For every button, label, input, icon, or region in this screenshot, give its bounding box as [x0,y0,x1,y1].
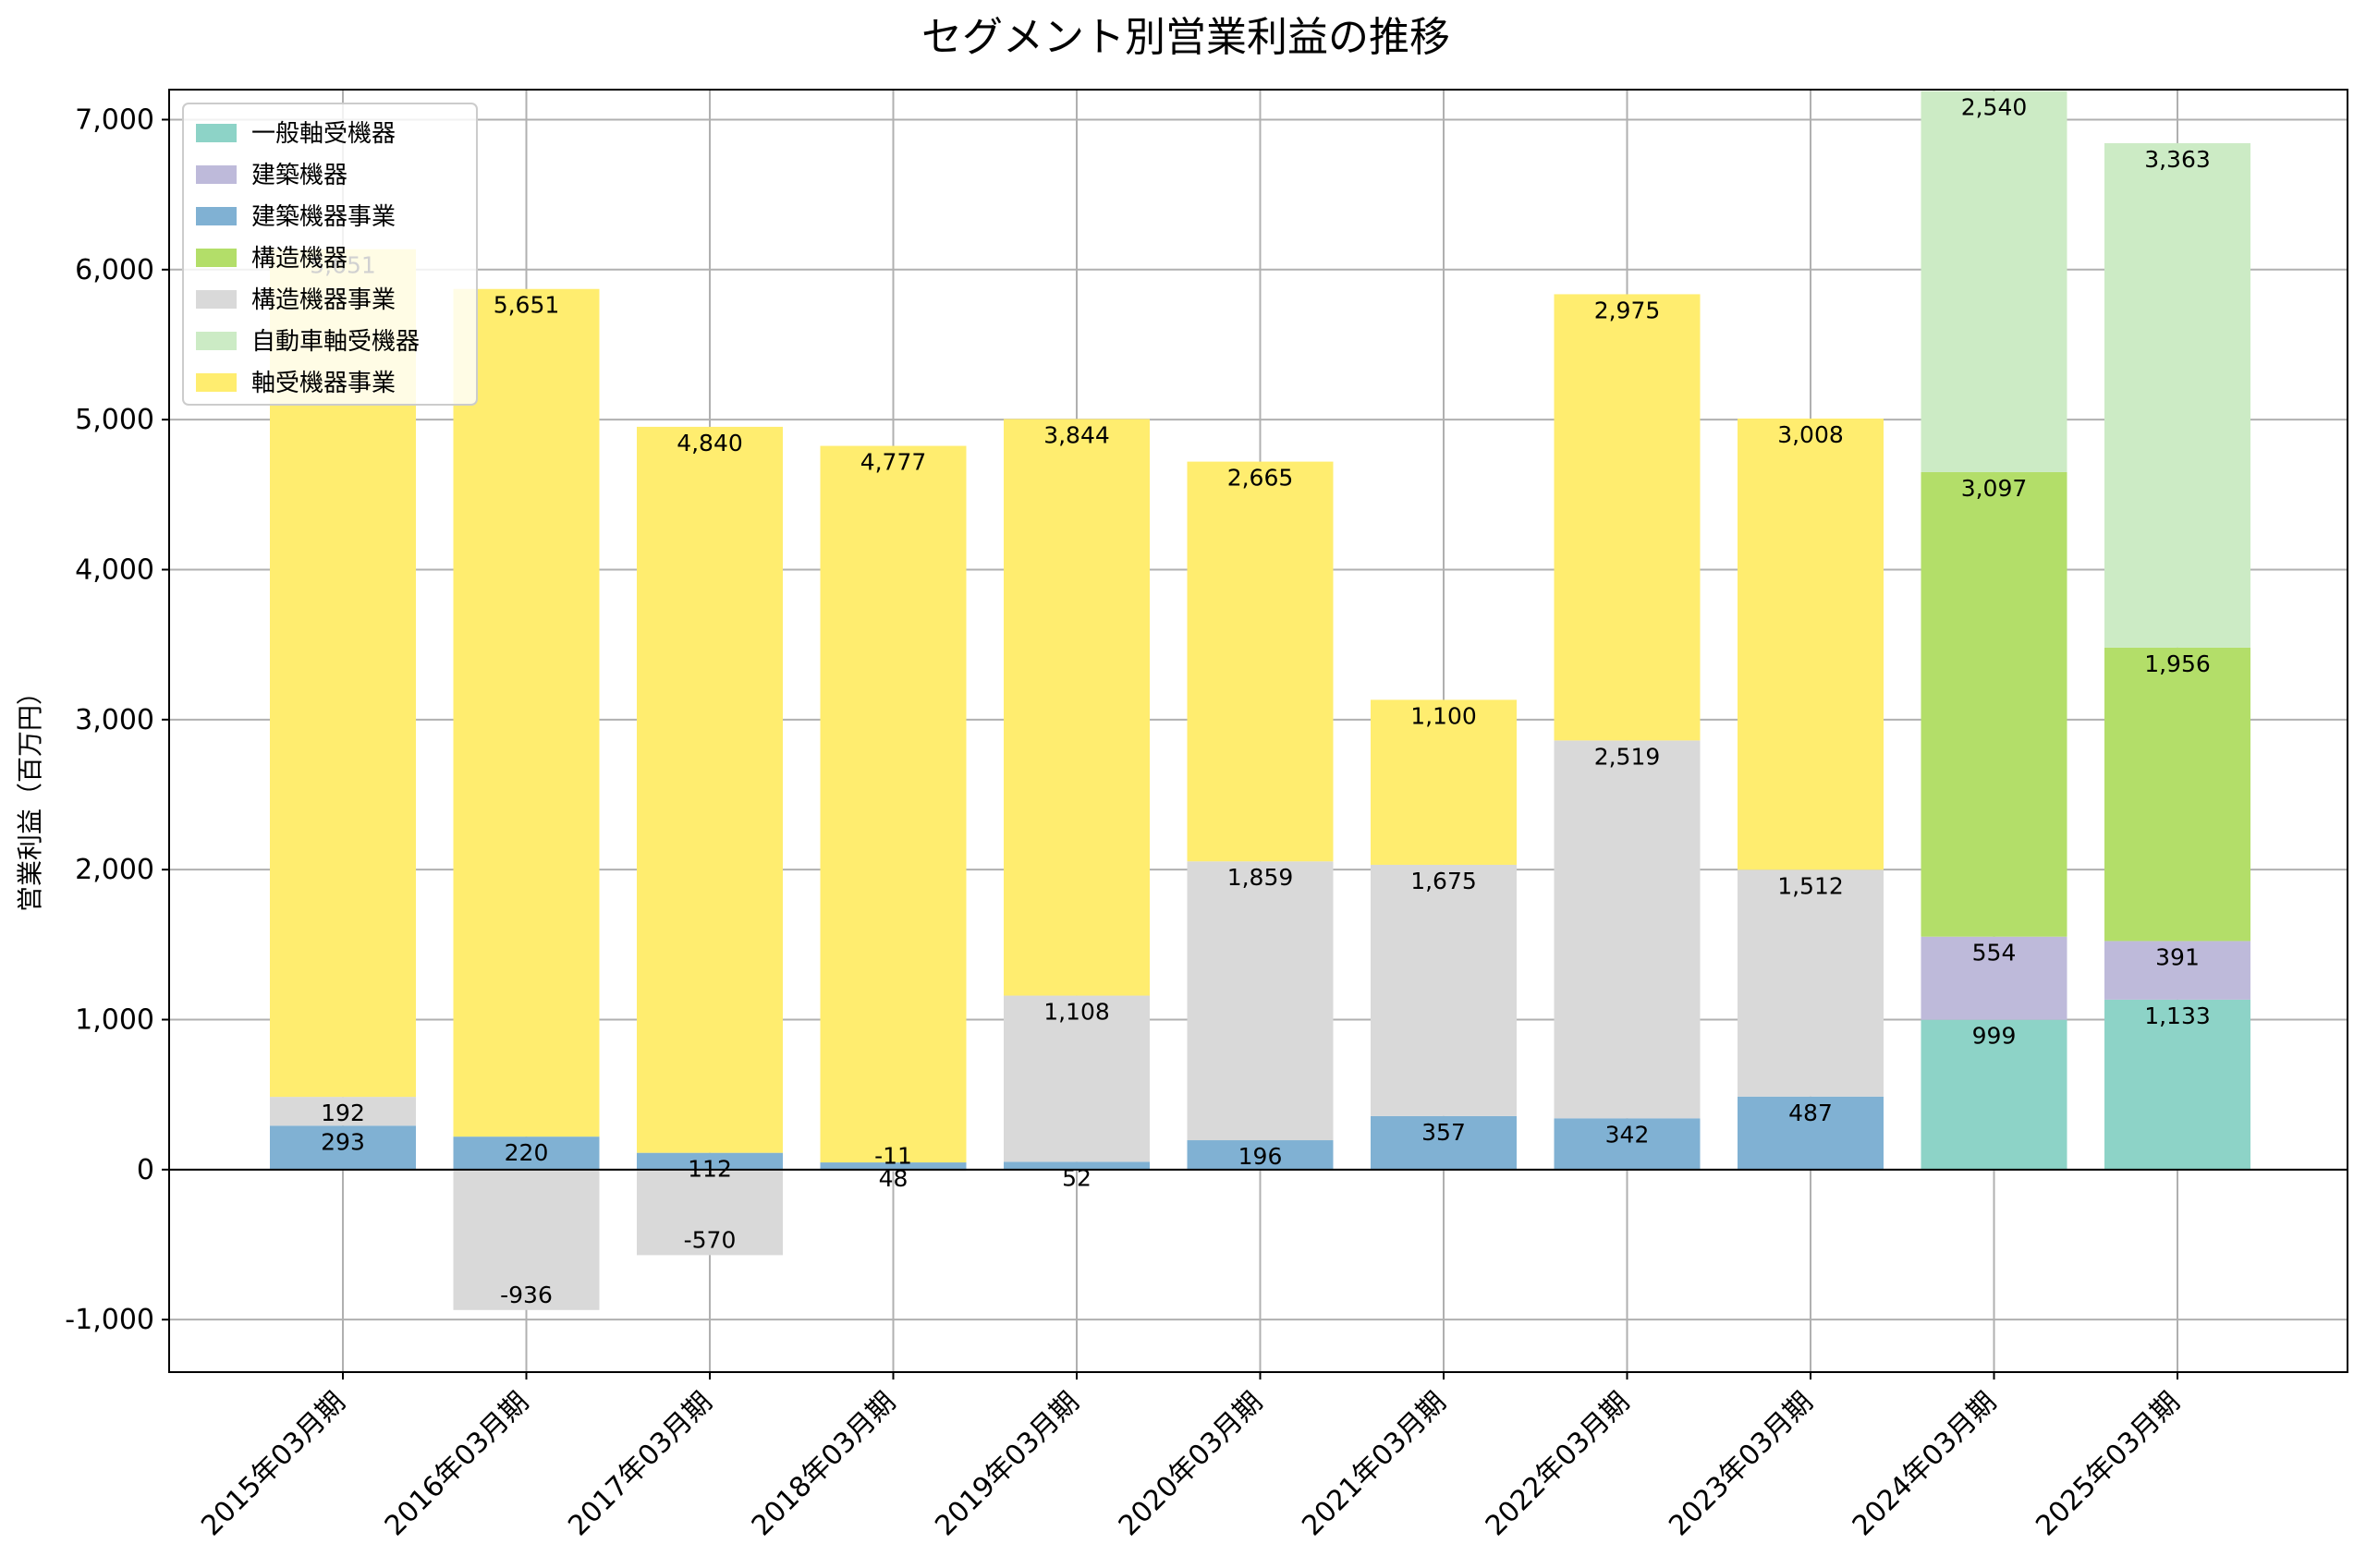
legend-label: 建築機器 [251,162,348,189]
bar-segment [820,445,967,1163]
data-label: -936 [500,1282,553,1308]
legend-label: 構造機器事業 [251,286,396,314]
bar-segment [1554,1118,1701,1170]
bar-segment [1554,740,1701,1119]
bar-segment [637,1169,783,1256]
chart-title: セグメント別営業利益の推移 [921,14,1450,61]
data-label: 999 [1972,1023,2017,1050]
bar-segment [453,1169,600,1310]
data-label: -570 [684,1226,737,1253]
data-label: 52 [1062,1164,1092,1191]
bar-segment [2104,941,2250,1000]
bar-segment [1921,1019,2067,1170]
legend-label: 一般軸受機器 [251,120,396,148]
data-label: 3,844 [1043,421,1110,448]
legend-swatch [196,332,237,350]
data-label: 391 [2155,943,2200,970]
y-tick-label: 7,000 [75,103,154,136]
data-label: 5,651 [494,292,560,319]
bar-segment [2104,142,2250,648]
bar-segment [1921,91,2067,472]
data-label: 2,975 [1594,297,1661,323]
y-tick-label: 6,000 [75,254,154,286]
bar-segment [2104,999,2250,1170]
data-label: 1,859 [1227,864,1294,891]
bar-segment [453,288,600,1137]
data-label: 2,519 [1594,743,1661,770]
y-tick-label: 4,000 [75,553,154,586]
bar-segment [637,1152,783,1170]
data-label: 2,540 [1961,94,2028,121]
y-tick-label: 1,000 [75,1004,154,1037]
bar-segment [1921,936,2067,1020]
data-label: 3,097 [1961,475,2028,502]
data-label: 1,108 [1043,999,1110,1026]
bar-segment [637,426,783,1153]
y-tick-label: 0 [137,1154,154,1186]
bar-segment [1187,1140,1334,1170]
legend-swatch [196,165,237,184]
y-tick-label: 3,000 [75,704,154,736]
y-tick-label: 2,000 [75,854,154,886]
data-label: -11 [874,1143,912,1170]
legend-swatch [196,124,237,142]
data-label: 1,100 [1410,702,1477,729]
data-label: 192 [321,1100,365,1126]
y-tick-label: -1,000 [65,1304,154,1336]
data-label: 4,840 [677,430,743,456]
bar-segment [1187,461,1334,862]
bar-segment [1004,419,1150,996]
y-axis-label: 営業利益（百万円） [15,679,45,912]
bar-segment [1921,471,2067,937]
bar-segment [1371,1115,1517,1170]
data-label: 196 [1238,1143,1283,1170]
bar-segment [1738,869,1884,1097]
data-label: 1,675 [1410,868,1477,894]
data-label: 220 [505,1139,549,1166]
data-label: 342 [1605,1121,1650,1148]
bar-segment [270,1097,416,1126]
bar-segment [270,1125,416,1170]
data-label: 487 [1788,1100,1833,1126]
data-label: 3,008 [1777,421,1844,448]
bar-segment [453,1136,600,1170]
bar-segment [1004,1161,1150,1170]
legend-box [182,103,478,406]
data-label: 554 [1972,940,2017,966]
y-tick-label: 5,000 [75,404,154,436]
bar-segment [1004,995,1150,1162]
legend-swatch [196,249,237,267]
data-label: 293 [321,1128,365,1155]
bar-segment [1187,861,1334,1141]
data-label: 2,665 [1227,465,1294,492]
plot-frame [168,89,2348,1373]
data-label: 1,133 [2144,1003,2211,1029]
bar-segment [1371,864,1517,1116]
data-label: 3,363 [2144,146,2211,173]
data-label: 1,956 [2144,650,2211,677]
data-label: 357 [1421,1119,1466,1146]
bar-segment [1371,699,1517,865]
bar-labels: 2931925,651220-9365,651112-5704,84048-11… [310,94,2211,1308]
legend-label: 建築機器事業 [251,203,396,231]
data-label: 4,777 [860,449,927,476]
bar-segment [1738,419,1884,870]
legend-label: 軸受機器事業 [251,370,396,397]
legend-label: 構造機器 [251,245,348,273]
legend-swatch [196,207,237,225]
data-label: 48 [879,1165,909,1192]
data-label: 112 [688,1156,732,1183]
bar-segment [1738,1096,1884,1170]
bar-segment [1554,294,1701,741]
y-axis: -1,000 0 1,000 2,000 3,000 4,000 5,000 6,000 7,0… [65,103,169,1336]
data-label: 1,512 [1777,872,1844,899]
legend-label: 自動車軸受機器 [251,328,420,356]
legend-swatch [196,290,237,309]
bar-segment [2104,647,2250,942]
legend-swatch [196,373,237,392]
bar-segment [820,1162,967,1170]
